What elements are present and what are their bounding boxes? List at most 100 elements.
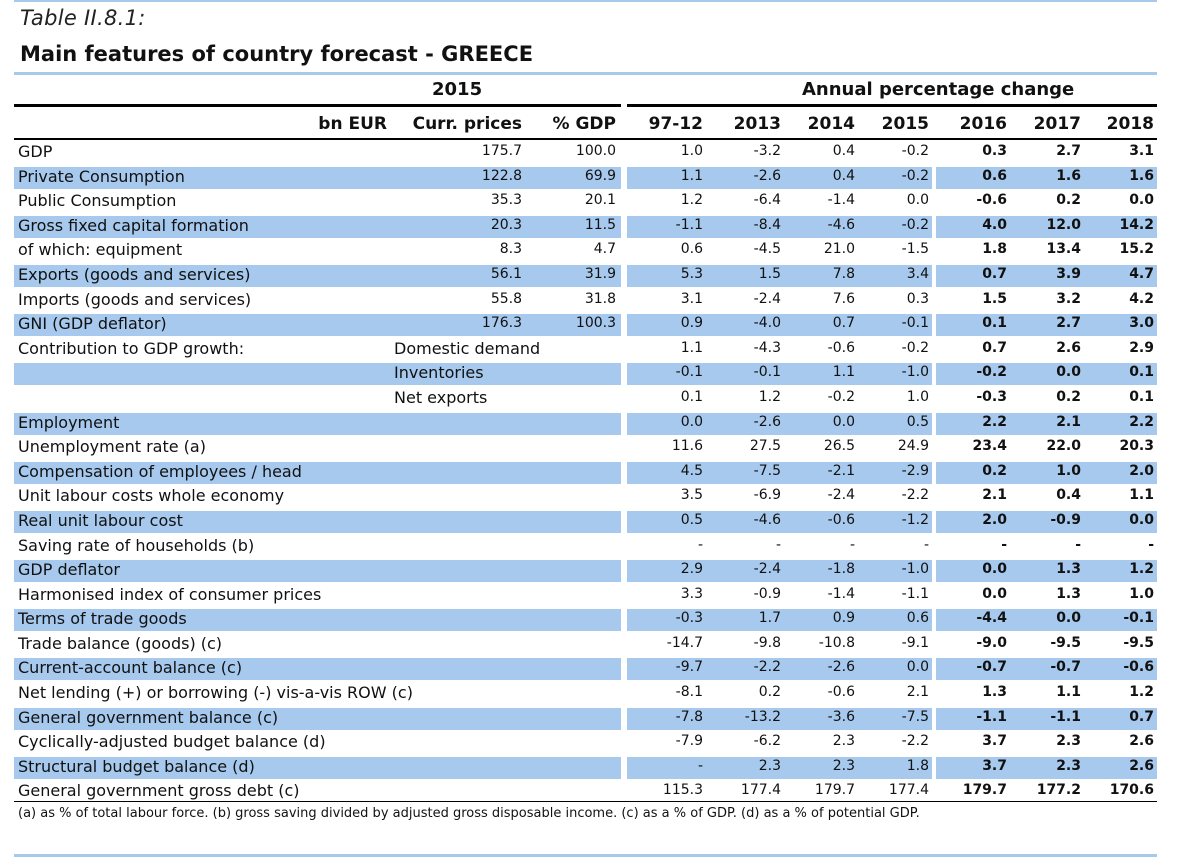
cell-value: -9.5 [1050,634,1081,651]
cell-value: -1.1 [976,708,1007,725]
cell-value: 1.1 [1129,487,1154,504]
cell-value: - [849,536,855,553]
cell-value: -14.7 [666,634,703,651]
row-label: GDP [18,142,53,161]
row-label: Real unit labour cost [18,510,183,530]
cell-value: 1.2 [758,388,781,405]
row-label: Terms of trade goods [18,609,187,629]
row-shading [627,215,932,238]
cell-value: 4.7 [1129,265,1154,282]
cell-value: 1.7 [758,610,781,627]
cell-value: 22.0 [1046,438,1081,455]
cell-value: 2.0 [982,511,1007,528]
cell-value: 27.5 [749,438,781,455]
row-label: GNI (GDP deflator) [18,314,167,334]
cell-value: 0.9 [832,610,855,627]
cell-value: 4.2 [1129,290,1154,307]
cell-value: 0.3 [906,290,929,307]
cell-value: 0.2 [758,684,781,701]
cell-value: 0.1 [1129,364,1154,381]
cell-value: -9.8 [753,634,781,651]
table-row: Private Consumption 122.8 69.9 1.1 -2.6 0.4 -0… [0,166,1185,191]
cell-pct-gdp: 20.1 [584,192,616,209]
cell-value: -0.2 [901,216,929,233]
row-shading [627,314,932,337]
row-label: Compensation of employees / head [18,461,302,481]
row-shading [14,264,621,287]
cell-value: -8.4 [753,216,781,233]
cell-value: 3.1 [1129,143,1154,159]
cell-value: 179.7 [814,782,855,799]
cell-value: -6.9 [753,487,781,504]
cell-value: 3.4 [906,265,929,282]
cell-value: -2.2 [901,487,929,504]
cell-value: 115.3 [662,782,703,799]
cell-value: -2.6 [827,659,855,676]
row-shading [627,461,932,484]
row-shading [936,461,1157,484]
cell-value: 0.6 [906,610,929,627]
cell-value: 1.3 [982,684,1007,701]
cell-value: 2.3 [832,733,855,750]
table-row: Exports (goods and services) 56.1 31.9 5.3 1… [0,264,1185,289]
footnote-rule [14,801,1157,802]
group-rule-right [627,104,1157,107]
row-shading [627,510,932,533]
cell-value: 1.5 [982,290,1007,307]
row-shading [936,707,1157,730]
table-title: Main features of country forecast - GREE… [20,42,534,66]
cell-value: 0.0 [906,659,929,676]
cell-value: 7.6 [832,290,855,307]
cell-value: -2.6 [753,413,781,430]
cell-value: 1.3 [1056,585,1081,602]
cell-value: 0.1 [982,315,1007,332]
col-header-2013: 2013 [733,114,781,134]
cell-value: 0.0 [1129,192,1154,209]
row-label: General government gross debt (c) [18,781,300,801]
col-header-2016: 2016 [959,114,1007,134]
cell-value: -1.1 [901,585,929,602]
cell-value: -0.2 [827,388,855,405]
cell-value: -8.1 [675,684,703,701]
cell-value: 0.0 [680,413,703,430]
cell-value: -0.1 [753,364,781,381]
row-label: Private Consumption [18,166,185,186]
cell-value: -4.6 [827,216,855,233]
table-row: Contribution to GDP growth: Domestic dema… [0,338,1185,363]
cell-curr-prices: 35.3 [490,192,522,209]
cell-value: 1.8 [982,241,1007,258]
cell-value: 26.5 [823,438,855,455]
cell-value: 0.3 [982,143,1007,159]
cell-value: 14.2 [1119,216,1154,233]
cell-value: 2.1 [982,487,1007,504]
table-row: General government gross debt (c) 115.3 17… [0,780,1185,805]
cell-value: 1.6 [1056,167,1081,184]
row-label: Trade balance (goods) (c) [18,633,223,653]
cell-value: -7.5 [901,708,929,725]
cell-value: 1.6 [1129,167,1154,184]
cell-value: 2.6 [1129,757,1154,774]
cell-value: 1.0 [1129,585,1154,602]
cell-value: 11.6 [671,438,703,455]
cell-value: -0.1 [901,315,929,332]
cell-value: 13.4 [1046,241,1081,258]
cell-value: 0.7 [832,315,855,332]
cell-value: 1.1 [680,167,703,184]
cell-value: 1.0 [906,388,929,405]
cell-value: 3.7 [982,733,1007,750]
table-row: GDP 175.7 100.0 1.0 -3.2 0.4 -0.2 0.3 2.7 3.1 [0,141,1185,166]
cell-value: -0.7 [976,659,1007,676]
table-row: Gross fixed capital formation 20.3 11.5 -1.… [0,215,1185,240]
row-label: Exports (goods and services) [18,264,251,284]
cell-value: 23.4 [972,438,1007,455]
row-shading [936,609,1157,632]
col-header-2018: 2018 [1106,114,1154,134]
cell-value: -2.2 [901,733,929,750]
cell-value: -2.4 [827,487,855,504]
cell-value: - [775,536,781,553]
cell-value: -4.5 [753,241,781,258]
cell-value: 7.8 [832,265,855,282]
cell-value: - [697,536,703,553]
cell-value: -0.3 [976,388,1007,405]
cell-value: -1.4 [827,192,855,209]
